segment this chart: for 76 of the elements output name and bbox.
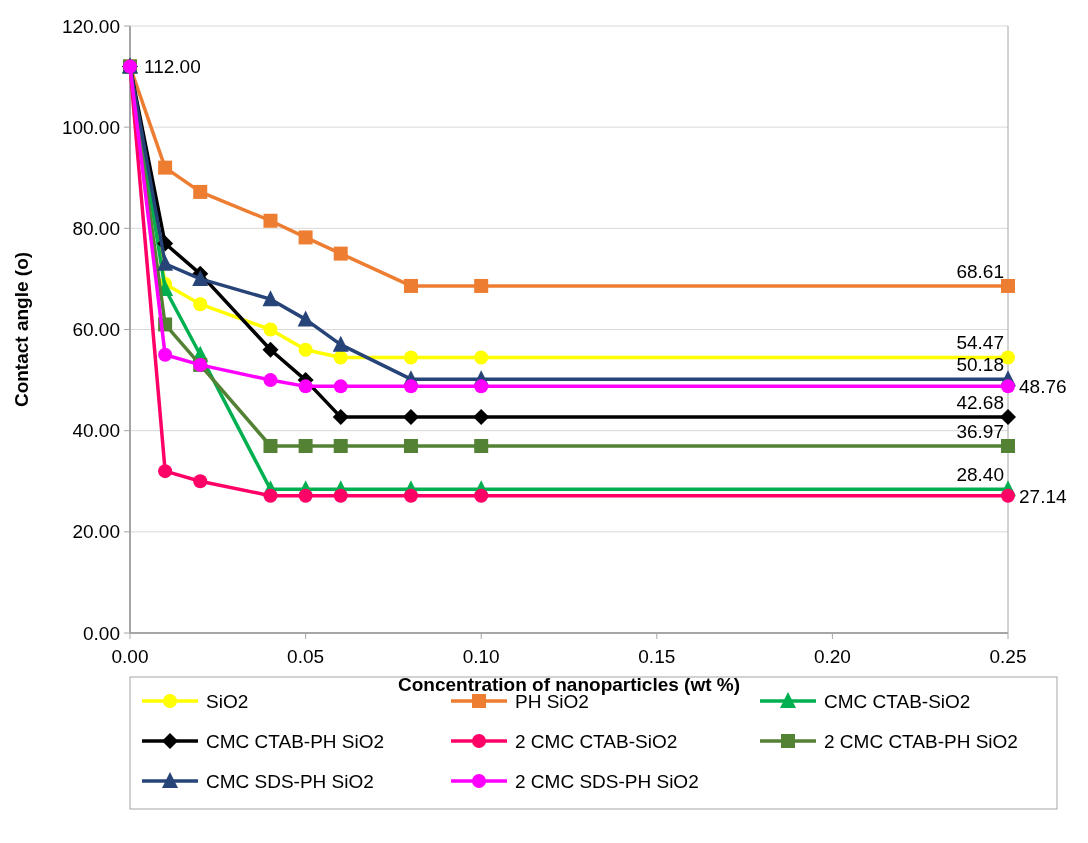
point [298,379,313,394]
point [403,488,418,503]
legend-label: CMC SDS-PH SiO2 [206,770,374,792]
x-tick-label: 0.15 [638,646,676,667]
point [1001,379,1015,394]
data-label: 112.00 [144,56,201,78]
point [298,438,313,453]
data-label: 68.61 [956,260,1004,282]
point [473,409,490,426]
point [158,464,173,479]
point [333,488,348,503]
point [332,409,349,426]
point [158,160,173,175]
point [333,438,348,453]
point [403,438,418,453]
point [403,379,418,394]
point [1001,278,1015,293]
data-label: 48.76 [1019,376,1067,398]
y-tick-label: 40.00 [72,420,120,442]
point [263,322,278,337]
point [263,373,278,388]
point [192,269,209,286]
legend-label: CMC CTAB-PH SiO2 [206,730,385,752]
point [298,342,313,357]
legend-label: 2 CMC CTAB-PH SiO2 [824,730,1018,752]
point [158,347,173,362]
point [403,278,418,293]
data-label: 42.68 [956,392,1004,414]
point [333,350,348,365]
y-tick-label: 100.00 [61,116,120,138]
y-tick-label: 120.00 [61,15,120,37]
point [474,278,489,293]
point [297,310,314,327]
point [474,438,489,453]
point [332,335,349,352]
point [298,488,313,503]
point [262,341,279,358]
y-tick-label: 80.00 [72,217,120,239]
legend-label: CMC CTAB-SiO2 [824,690,971,712]
point [263,488,278,503]
x-tick-label: 0.25 [989,646,1027,667]
data-label: 28.40 [956,464,1004,486]
point [263,213,278,228]
data-label: 36.97 [956,420,1004,442]
point [1000,409,1016,426]
y-tick-label: 0.00 [83,622,120,644]
point [193,297,208,312]
y-tick-label: 20.00 [72,521,120,543]
data-label: 50.18 [956,354,1004,376]
legend-label: 2 CMC SDS-PH SiO2 [515,770,699,792]
point [333,246,348,261]
point [474,379,489,394]
point [263,438,278,453]
x-tick-label: 0.05 [287,646,325,667]
x-tick-label: 0.10 [462,646,500,667]
point [474,350,489,365]
point [193,474,208,489]
point [474,488,489,503]
point [333,379,348,394]
y-axis-title: Contact angle (o) [11,251,32,408]
point [157,254,174,271]
legend-label: SiO2 [206,690,249,712]
data-label: 27.14 [1019,485,1067,507]
x-tick-label: 0.00 [111,646,149,667]
data-label: 54.47 [956,332,1004,354]
point [1001,488,1015,503]
point [193,184,208,199]
legend-label: 2 CMC CTAB-SiO2 [515,730,678,752]
x-tick-label: 0.20 [813,646,851,667]
point [402,409,419,426]
point [1001,438,1015,453]
point [298,230,313,245]
y-tick-label: 60.00 [72,319,120,341]
point [262,290,279,307]
point [1001,350,1015,365]
point [403,350,418,365]
